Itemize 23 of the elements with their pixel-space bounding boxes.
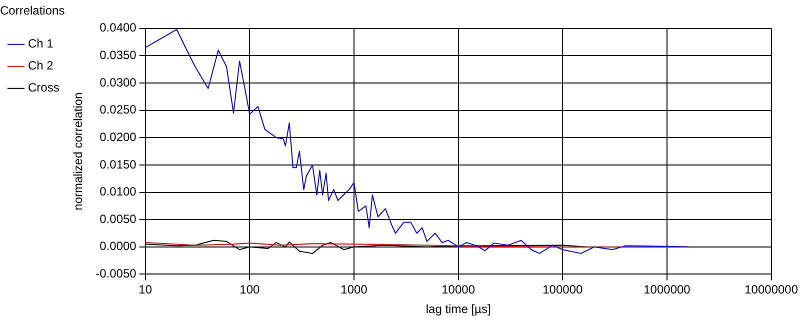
y-tick-label: 0.0100 xyxy=(100,184,137,199)
x-tick-label: 10000000 xyxy=(744,282,798,297)
y-tick-label: 0.0150 xyxy=(100,157,137,172)
x-tick-label: 100 xyxy=(240,282,260,297)
y-tick-label: 0.0250 xyxy=(100,102,137,117)
x-tick-label: 10 xyxy=(138,282,152,297)
x-axis-title: lag time [µs] xyxy=(426,302,491,316)
y-tick-label: 0.0200 xyxy=(100,130,137,144)
y-tick-label: 0.0300 xyxy=(100,75,137,90)
y-tick-label: 0.0050 xyxy=(100,212,137,226)
x-tick-label: 100000 xyxy=(542,282,583,297)
y-tick-label: 0.0400 xyxy=(100,20,137,35)
legend-label: Ch 2 xyxy=(28,58,54,73)
x-tick-label: 1000 xyxy=(340,282,368,297)
legend-label: Cross xyxy=(28,80,60,95)
x-tick-label: 10000 xyxy=(442,282,476,297)
y-axis-title: normalized correlation xyxy=(70,92,85,210)
legend-label: Ch 1 xyxy=(28,36,54,51)
y-tick-label: -0.0050 xyxy=(96,266,137,281)
y-tick-label: 0.0000 xyxy=(100,239,137,254)
x-tick-label: 1000000 xyxy=(644,282,691,297)
y-tick-label: 0.0350 xyxy=(100,48,137,62)
text: Correlations xyxy=(0,4,65,18)
